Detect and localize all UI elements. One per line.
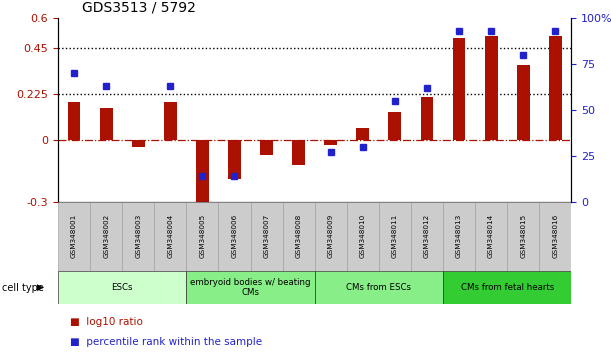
Text: GSM348005: GSM348005 bbox=[199, 214, 205, 258]
Text: GSM348014: GSM348014 bbox=[488, 214, 494, 258]
Text: GSM348011: GSM348011 bbox=[392, 214, 398, 258]
Bar bbox=[283, 202, 315, 271]
Text: GSM348001: GSM348001 bbox=[71, 214, 77, 258]
Bar bbox=[324, 141, 337, 144]
Bar bbox=[196, 141, 209, 210]
Bar bbox=[260, 141, 273, 155]
Bar bbox=[315, 202, 347, 271]
Bar bbox=[347, 202, 379, 271]
Bar bbox=[540, 202, 571, 271]
Text: GSM348002: GSM348002 bbox=[103, 214, 109, 258]
Bar bbox=[420, 97, 433, 141]
Text: GSM348010: GSM348010 bbox=[360, 214, 366, 258]
Bar bbox=[507, 202, 540, 271]
Bar bbox=[389, 112, 401, 141]
Bar bbox=[90, 202, 122, 271]
Bar bbox=[475, 202, 507, 271]
Bar bbox=[155, 202, 186, 271]
Text: CMs from ESCs: CMs from ESCs bbox=[346, 283, 411, 292]
Bar bbox=[228, 141, 241, 179]
Bar bbox=[356, 128, 369, 141]
Bar bbox=[164, 102, 177, 141]
Bar bbox=[315, 271, 443, 304]
Text: embryoid bodies w/ beating
CMs: embryoid bodies w/ beating CMs bbox=[190, 278, 311, 297]
Text: GDS3513 / 5792: GDS3513 / 5792 bbox=[82, 0, 196, 14]
Text: GSM348003: GSM348003 bbox=[135, 214, 141, 258]
Text: ESCs: ESCs bbox=[111, 283, 133, 292]
Bar bbox=[453, 38, 466, 141]
Bar bbox=[517, 65, 530, 141]
Text: ■  log10 ratio: ■ log10 ratio bbox=[70, 318, 143, 327]
Text: GSM348004: GSM348004 bbox=[167, 214, 174, 258]
Bar bbox=[58, 271, 186, 304]
Text: GSM348016: GSM348016 bbox=[552, 214, 558, 258]
Bar bbox=[219, 202, 251, 271]
Bar bbox=[443, 202, 475, 271]
Bar bbox=[100, 108, 112, 141]
Text: cell type: cell type bbox=[2, 282, 44, 293]
Bar bbox=[132, 141, 145, 147]
Text: GSM348015: GSM348015 bbox=[520, 214, 526, 258]
Text: CMs from fetal hearts: CMs from fetal hearts bbox=[461, 283, 554, 292]
Bar bbox=[379, 202, 411, 271]
Bar bbox=[411, 202, 443, 271]
Bar bbox=[186, 202, 219, 271]
Bar bbox=[186, 271, 315, 304]
Bar bbox=[292, 141, 305, 165]
Bar bbox=[485, 36, 497, 141]
Text: GSM348007: GSM348007 bbox=[263, 214, 269, 258]
Bar bbox=[443, 271, 571, 304]
Text: GSM348013: GSM348013 bbox=[456, 214, 462, 258]
Text: GSM348008: GSM348008 bbox=[296, 214, 302, 258]
Bar bbox=[251, 202, 283, 271]
Text: GSM348009: GSM348009 bbox=[327, 214, 334, 258]
Text: GSM348006: GSM348006 bbox=[232, 214, 238, 258]
Text: ■  percentile rank within the sample: ■ percentile rank within the sample bbox=[70, 337, 262, 347]
Bar bbox=[68, 102, 81, 141]
Text: GSM348012: GSM348012 bbox=[424, 214, 430, 258]
Bar bbox=[122, 202, 155, 271]
Bar bbox=[58, 202, 90, 271]
Text: ▶: ▶ bbox=[37, 283, 43, 292]
Bar bbox=[549, 36, 562, 141]
